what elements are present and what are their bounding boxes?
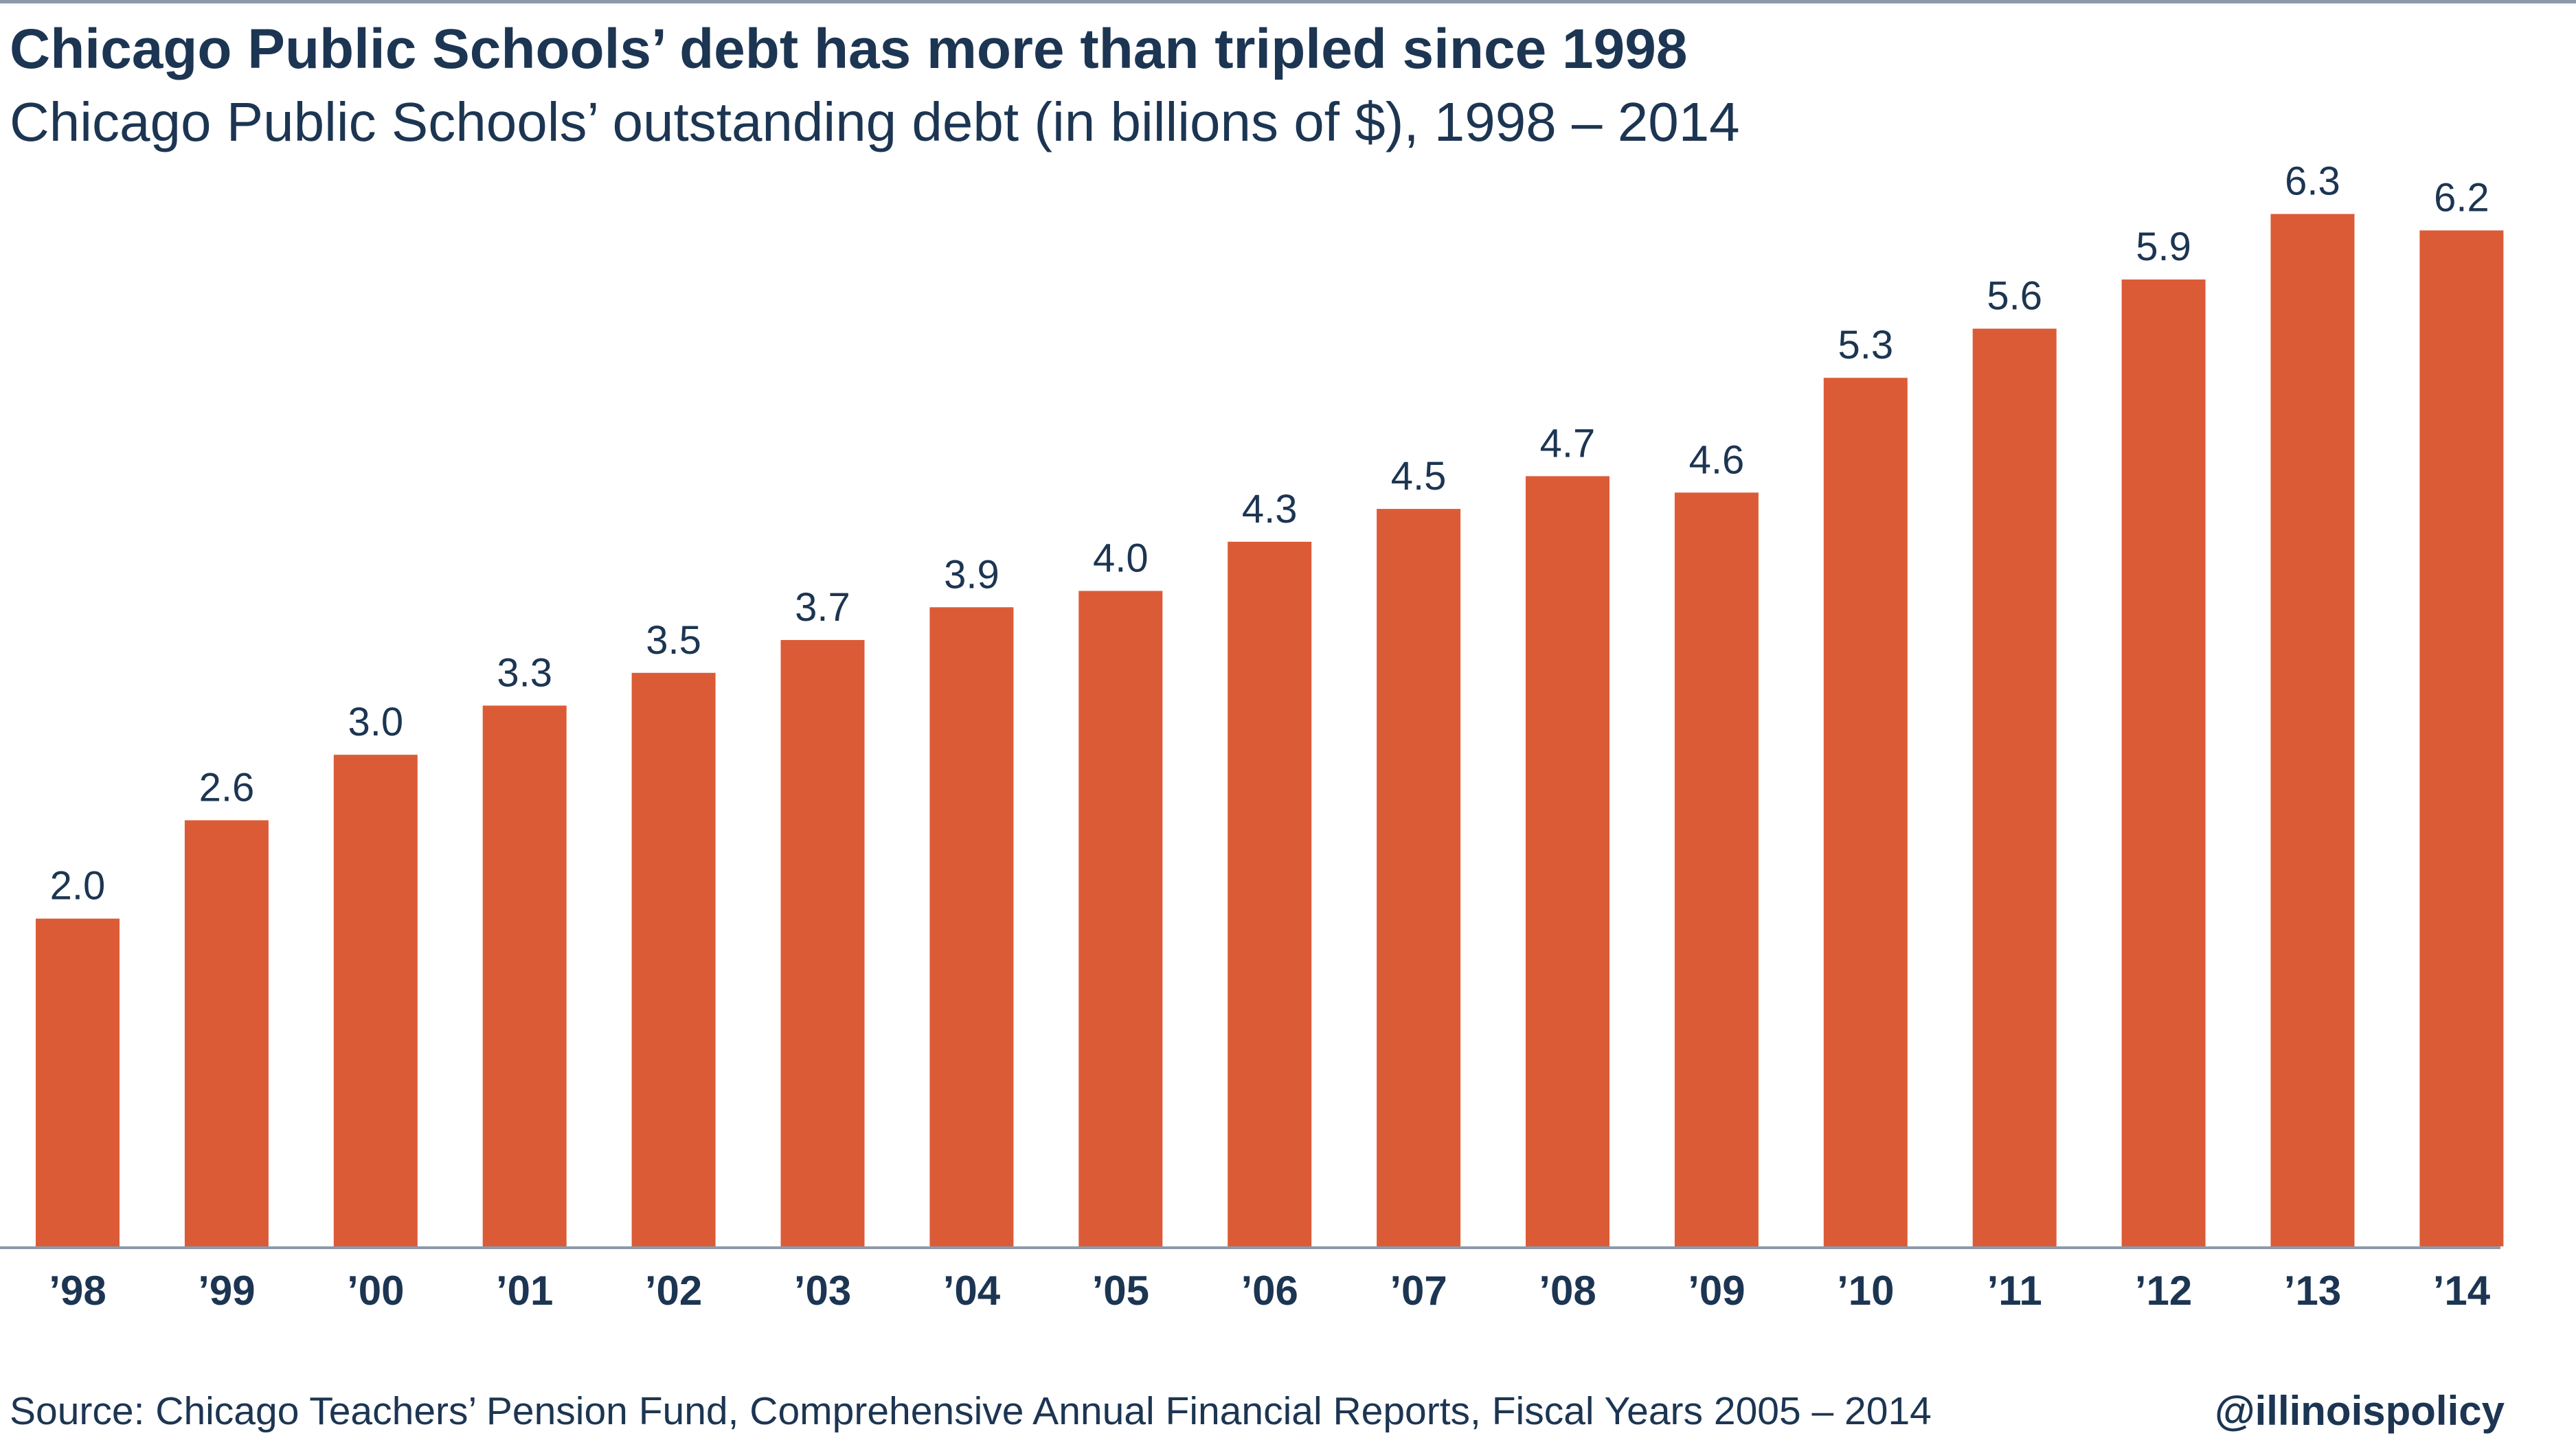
x-tick-label: ’12 bbox=[2135, 1268, 2192, 1314]
top-rule bbox=[0, 0, 2576, 3]
x-tick-label: ’13 bbox=[2284, 1268, 2341, 1314]
bar-value-label: 2.0 bbox=[50, 864, 106, 909]
bar-chart: 2.0 2.6 3.0 3.3 3.5 3.7 3.9 4.0 4.3 4.5 4.7 4.6 5.3 5… bbox=[0, 159, 2504, 1314]
bar-value-label: 5.3 bbox=[1838, 323, 1893, 367]
x-tick-label: ’14 bbox=[2433, 1268, 2491, 1314]
x-tick-label: ’05 bbox=[1092, 1268, 1149, 1314]
x-tick-label: ’09 bbox=[1688, 1268, 1745, 1314]
bar bbox=[2270, 214, 2355, 1247]
bar bbox=[2419, 230, 2504, 1246]
chart-subtitle: Chicago Public Schools’ outstanding debt… bbox=[10, 91, 1740, 152]
bar-value-label: 6.3 bbox=[2285, 159, 2340, 204]
bar-value-label: 3.3 bbox=[497, 651, 552, 696]
bar bbox=[184, 820, 269, 1246]
x-tick-label: ’07 bbox=[1390, 1268, 1447, 1314]
bar bbox=[1377, 509, 1461, 1246]
bar bbox=[1972, 328, 2057, 1247]
brand-handle: @illinoispolicy bbox=[2215, 1388, 2505, 1434]
x-tick-label: ’06 bbox=[1241, 1268, 1298, 1314]
bar bbox=[2121, 279, 2206, 1246]
bar bbox=[929, 607, 1014, 1246]
bar-value-label: 4.5 bbox=[1391, 454, 1447, 499]
value-labels-layer: 2.0 2.6 3.0 3.3 3.5 3.7 3.9 4.0 4.3 4.5 4.7 4.6 5.3 5… bbox=[50, 159, 2489, 909]
bar bbox=[780, 640, 865, 1246]
x-tick-label: ’01 bbox=[496, 1268, 553, 1314]
x-tick-label: ’11 bbox=[1987, 1268, 2042, 1314]
bar-value-label: 3.9 bbox=[944, 552, 999, 597]
bar-value-label: 2.6 bbox=[199, 766, 255, 810]
bar-value-label: 4.0 bbox=[1093, 536, 1149, 581]
bar-value-label: 6.2 bbox=[2434, 176, 2489, 220]
bar-value-label: 3.5 bbox=[646, 618, 701, 663]
bar-value-label: 5.9 bbox=[2136, 225, 2191, 269]
bar bbox=[1674, 492, 1759, 1246]
x-tick-label: ’02 bbox=[645, 1268, 702, 1314]
bar-value-label: 3.0 bbox=[348, 700, 403, 744]
bar-value-label: 4.7 bbox=[1540, 421, 1596, 466]
bar bbox=[482, 705, 567, 1246]
x-tick-label: ’04 bbox=[943, 1268, 1001, 1314]
chart-title: Chicago Public Schools’ debt has more th… bbox=[10, 18, 1688, 80]
bar-value-label: 3.7 bbox=[795, 585, 850, 630]
bar bbox=[1823, 378, 1908, 1247]
tick-labels-layer: ’98 ’99 ’00 ’01 ’02 ’03 ’04 ’05 ’06 ’07 ’08 ’09 ’10 ’… bbox=[49, 1268, 2490, 1314]
x-tick-label: ’99 bbox=[198, 1268, 255, 1314]
bar-value-label: 4.6 bbox=[1689, 437, 1745, 482]
bar-value-label: 5.6 bbox=[1987, 274, 2042, 319]
x-tick-label: ’08 bbox=[1539, 1268, 1596, 1314]
x-tick-label: ’10 bbox=[1837, 1268, 1894, 1314]
bars-layer bbox=[36, 214, 2504, 1247]
bar bbox=[1078, 591, 1163, 1246]
bar bbox=[36, 918, 120, 1246]
bar bbox=[631, 672, 716, 1246]
x-tick-label: ’98 bbox=[49, 1268, 106, 1314]
bar bbox=[1228, 541, 1312, 1246]
bar bbox=[333, 755, 418, 1246]
bar bbox=[1526, 476, 1609, 1246]
source-note: Source: Chicago Teachers’ Pension Fund, … bbox=[10, 1389, 1932, 1433]
bar-value-label: 4.3 bbox=[1242, 487, 1298, 532]
x-tick-label: ’03 bbox=[794, 1268, 851, 1314]
x-tick-label: ’00 bbox=[347, 1268, 404, 1314]
